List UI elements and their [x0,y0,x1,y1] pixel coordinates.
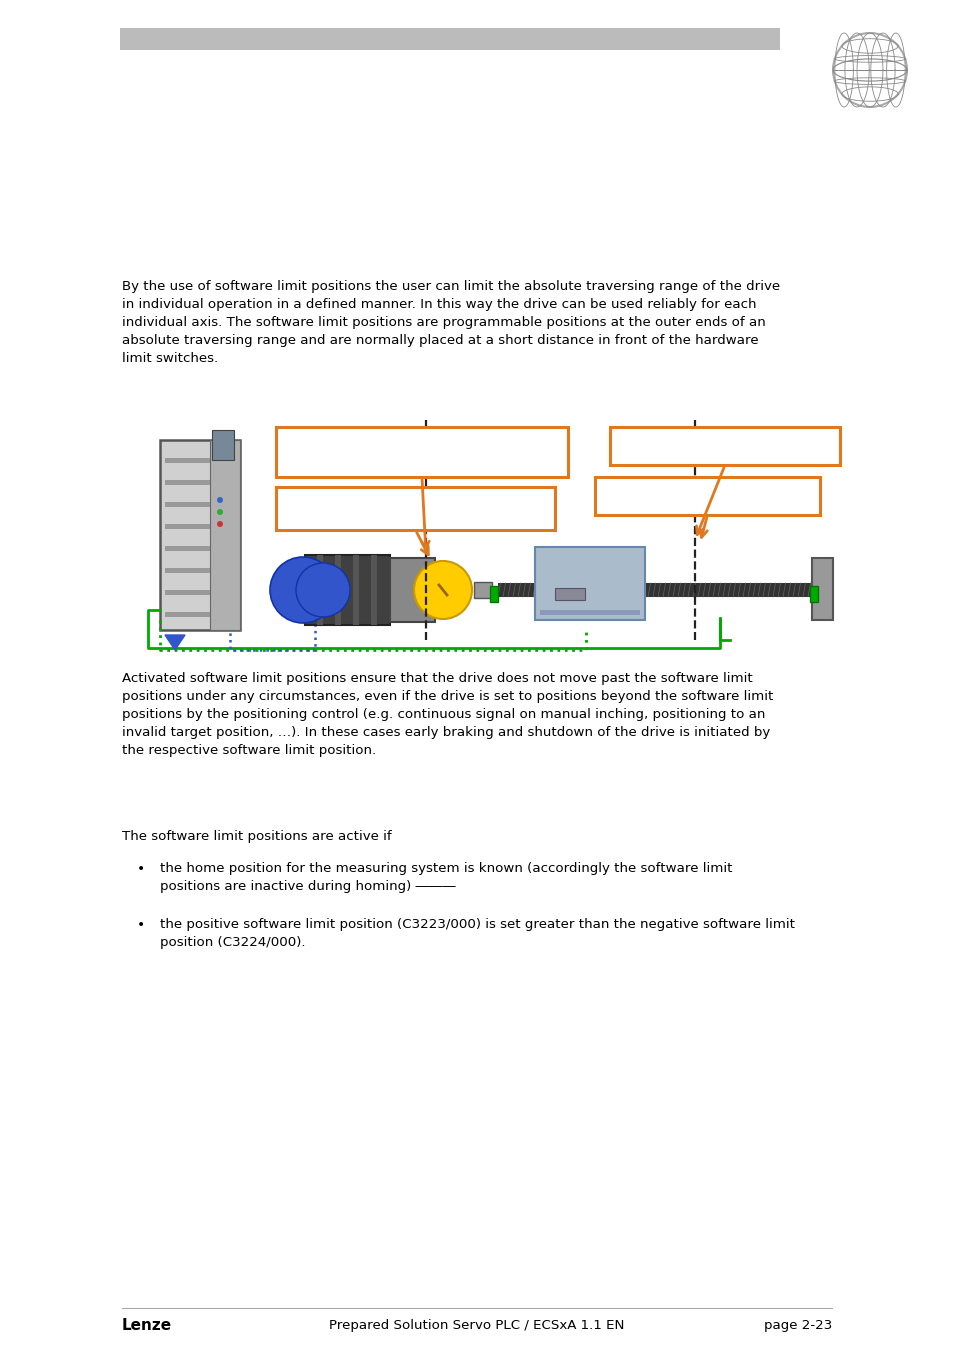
Bar [165,458,210,463]
Circle shape [414,562,472,620]
Bar [165,590,210,595]
Bar [474,582,492,598]
Text: •: • [137,863,145,876]
Circle shape [216,497,223,504]
Text: •: • [137,918,145,932]
Bar [390,558,435,622]
Circle shape [295,563,350,617]
Bar [555,589,584,599]
Bar [165,568,210,572]
Bar [809,586,817,602]
Circle shape [832,32,906,107]
Polygon shape [165,634,185,649]
Bar [165,502,210,508]
Text: The software limit positions are active if: The software limit positions are active … [122,830,392,842]
Bar [165,524,210,529]
Bar [811,558,832,620]
Bar [165,545,210,551]
Text: the home position for the measuring system is known (accordingly the software li: the home position for the measuring syst… [160,863,732,892]
Bar [595,477,820,514]
Bar [353,555,358,625]
Text: the positive software limit position (C3223/000) is set greater than the negativ: the positive software limit position (C3… [160,918,794,949]
Bar [120,28,780,50]
Bar [535,547,644,620]
Text: By the use of software limit positions the user can limit the absolute traversin: By the use of software limit positions t… [122,279,780,364]
Bar [490,586,497,602]
Bar [275,487,555,531]
Text: Prepared Solution Servo PLC / ECSxA 1.1 EN: Prepared Solution Servo PLC / ECSxA 1.1 … [329,1319,624,1331]
Bar [539,610,639,616]
Bar [165,612,210,617]
Bar [165,481,210,485]
Circle shape [216,521,223,526]
Bar [212,431,233,460]
Bar [275,427,567,477]
Text: Activated software limit positions ensure that the drive does not move past the : Activated software limit positions ensur… [122,672,773,757]
Text: Lenze: Lenze [122,1318,172,1332]
Bar [210,440,240,630]
Bar [305,555,390,625]
Circle shape [216,509,223,514]
Bar [160,440,240,630]
Bar [316,555,323,625]
Bar [371,555,376,625]
Bar [497,583,829,597]
Bar [335,555,340,625]
Circle shape [270,558,335,622]
Text: page 2-23: page 2-23 [763,1319,831,1331]
Bar [609,427,840,464]
